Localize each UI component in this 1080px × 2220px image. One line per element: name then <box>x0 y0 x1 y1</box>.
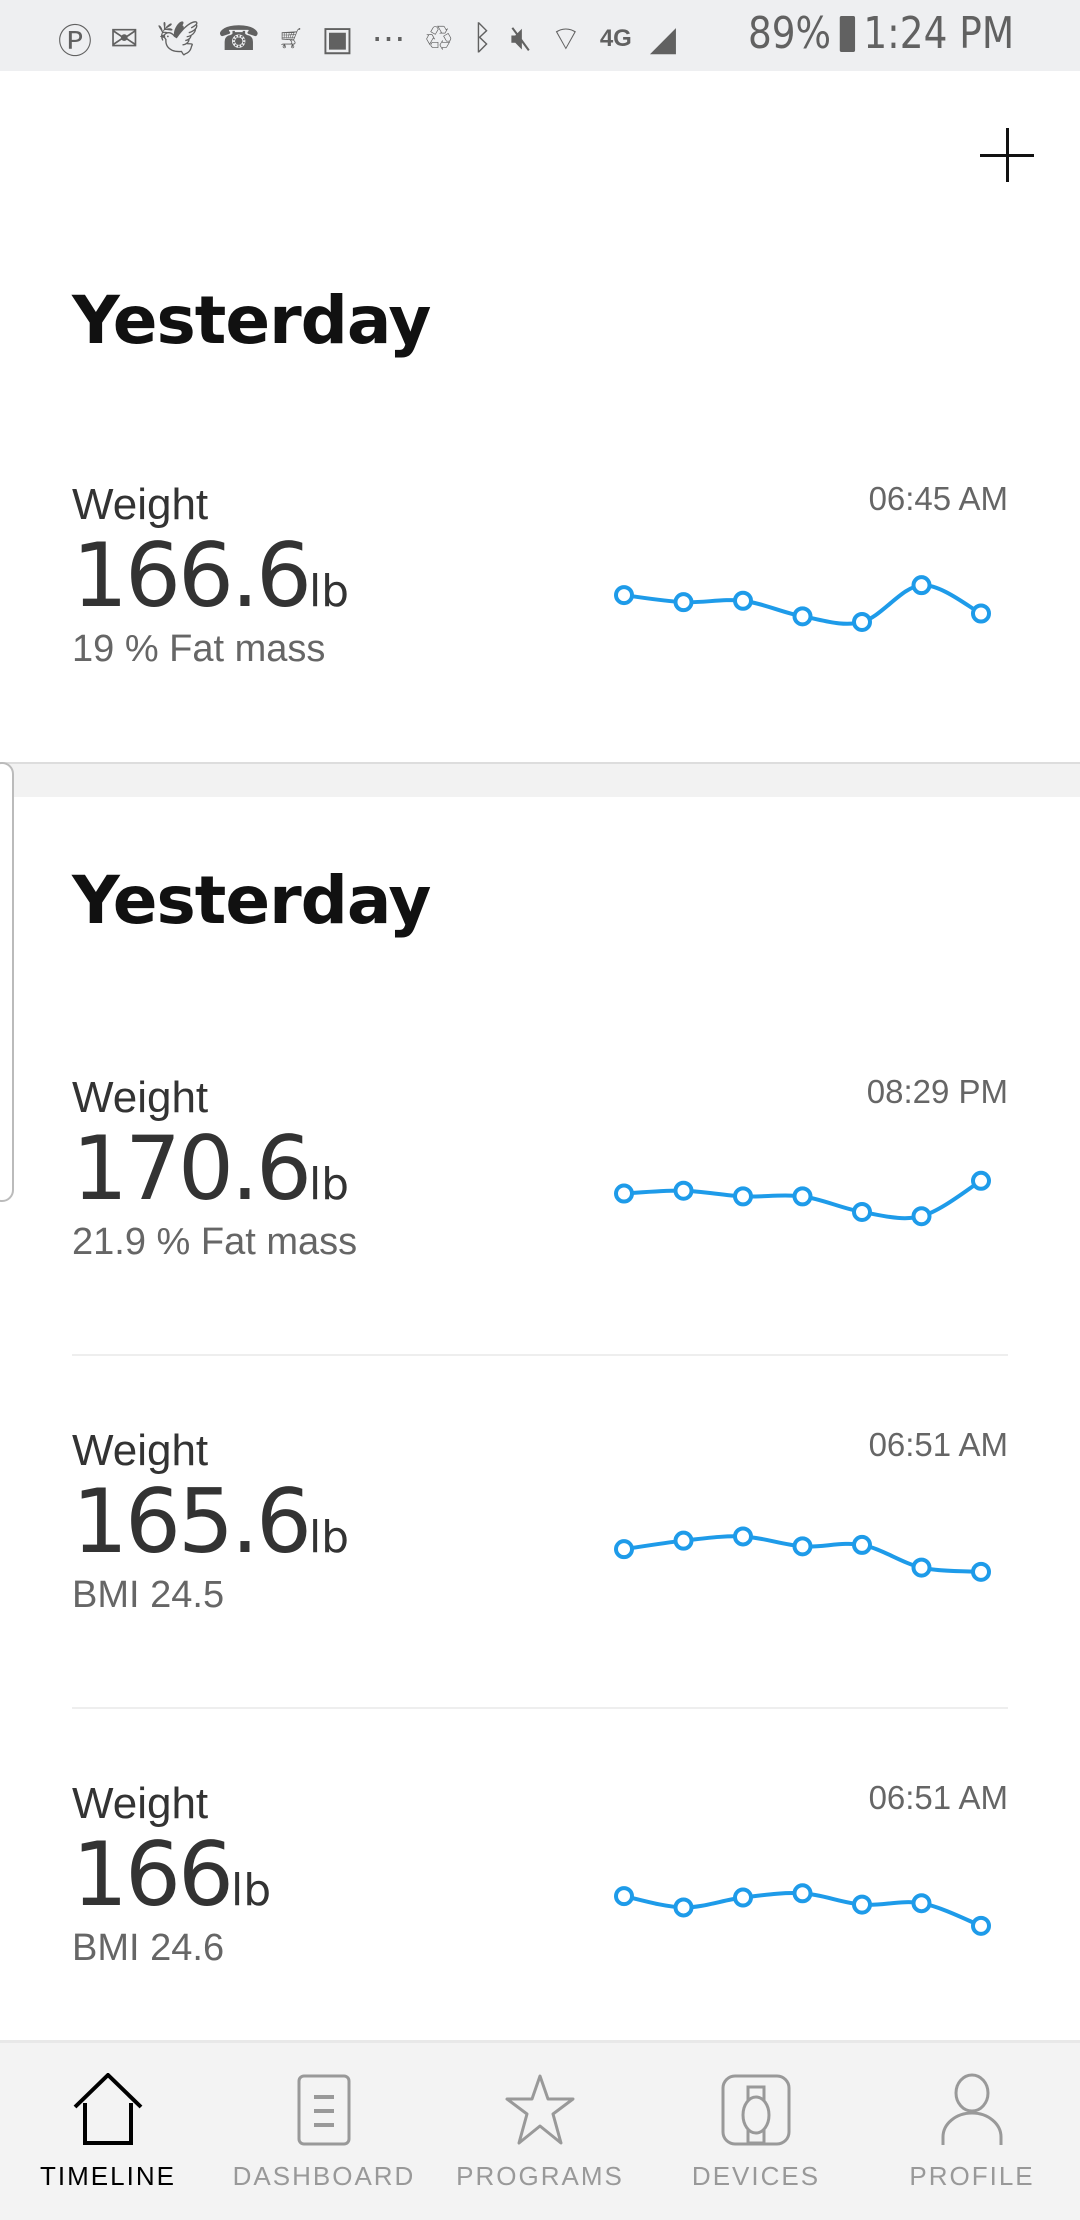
measurement-entry[interactable]: Weight 170.6lb 21.9 % Fat mass 08:29 PM <box>72 1073 1008 1273</box>
nav-profile[interactable]: PROFILE <box>864 2043 1080 2220</box>
trend-sparkline <box>614 575 991 632</box>
nav-programs[interactable]: PROGRAMS <box>432 2043 648 2220</box>
person-icon <box>941 2073 1003 2145</box>
trend-sparkline <box>614 1883 991 1936</box>
pinterest-icon: Ⓟ <box>58 23 92 61</box>
4g-lte-icon: 4G <box>599 24 632 52</box>
bottom-nav: TIMELINE DASHBOARD PROGRAMS DEVICES PROF… <box>0 2040 1080 2220</box>
more-icon: ⋯ <box>371 19 406 58</box>
measurement-time: 06:51 AM <box>868 1426 1008 1463</box>
trend-point <box>911 1893 932 1914</box>
amazon-icon: 🛒︎ <box>278 28 304 50</box>
edge-panel-handle[interactable] <box>0 762 14 1202</box>
status-bar: Ⓟ ✉ 🕊︎ ☎ 🛒︎ ▣ ⋯ ♲ ᛒ 🔇︎ ⌔ 4G ◢ 89% 1:24 P… <box>0 0 1080 71</box>
trend-point <box>971 1561 991 1582</box>
weight-unit: lb <box>230 1865 272 1916</box>
trend-point <box>614 585 634 606</box>
weight-number: 166.6 <box>72 524 312 627</box>
divider <box>72 1354 1008 1356</box>
measurement-time: 08:29 PM <box>866 1073 1008 1110</box>
measurement-value: 166lb <box>72 1823 271 1926</box>
recycle-icon: ♲ <box>423 19 455 58</box>
trend-point <box>911 1557 932 1578</box>
trend-point <box>733 1186 753 1207</box>
weight-number: 165.6 <box>72 1470 312 1573</box>
weight-number: 166 <box>72 1823 234 1926</box>
section-separator <box>0 762 1080 797</box>
signal-icon: ◢ <box>649 19 676 58</box>
weight-unit: lb <box>308 1512 350 1563</box>
divider <box>72 1707 1008 1709</box>
measurement-value: 170.6lb <box>72 1117 349 1220</box>
watch-icon <box>721 2074 791 2146</box>
measurement-label: Weight <box>72 1779 209 1828</box>
measurement-value: 165.6lb <box>72 1470 349 1573</box>
star-icon <box>505 2074 575 2145</box>
measurement-value: 166.6lb <box>72 524 349 627</box>
trend-point <box>733 590 753 611</box>
weight-number: 170.6 <box>72 1117 312 1220</box>
trend-point <box>792 1536 813 1557</box>
clock: 1:24 PM <box>863 8 1014 59</box>
trend-point <box>852 1894 872 1915</box>
measurement-entry[interactable]: Weight 165.6lb BMI 24.5 06:51 AM <box>72 1426 1008 1626</box>
measurement-detail: 21.9 % Fat mass <box>72 1221 358 1263</box>
nav-devices[interactable]: DEVICES <box>648 2043 864 2220</box>
battery-percent: 89% <box>747 8 831 59</box>
trend-point <box>614 1539 634 1560</box>
measurement-label: Weight <box>72 1426 209 1475</box>
section-title: Yesterday <box>72 862 431 939</box>
trend-point <box>971 1170 991 1191</box>
trend-point <box>971 603 991 624</box>
trend-point <box>852 1534 872 1555</box>
measurement-detail: BMI 24.6 <box>72 1927 225 1969</box>
trend-point <box>673 592 694 613</box>
trend-point <box>911 575 932 596</box>
measurement-label: Weight <box>72 1073 209 1122</box>
trend-point <box>673 1897 694 1918</box>
trend-sparkline <box>614 1526 991 1582</box>
trend-point <box>852 611 872 632</box>
measurement-time: 06:51 AM <box>868 1779 1008 1816</box>
trend-point <box>673 1530 694 1551</box>
measurement-time: 06:45 AM <box>868 480 1008 517</box>
nav-timeline[interactable]: TIMELINE <box>0 2043 216 2220</box>
nav-dashboard[interactable]: DASHBOARD <box>216 2043 432 2220</box>
weight-unit: lb <box>308 566 350 617</box>
add-measurement-button plus-icon[interactable] <box>976 124 1038 186</box>
dashboard-icon <box>297 2074 351 2146</box>
trend-point <box>792 1186 813 1207</box>
trend-point <box>733 1887 753 1908</box>
section-title: Yesterday <box>72 282 431 359</box>
trend-point <box>614 1886 634 1907</box>
trend-point <box>911 1206 932 1227</box>
trend-point <box>971 1915 991 1936</box>
weight-unit: lb <box>308 1159 350 1210</box>
gmail-icon: ✉ <box>110 19 139 58</box>
trend-point <box>792 1883 813 1904</box>
trend-point <box>733 1526 753 1547</box>
bird-icon: 🕊︎ <box>156 19 200 58</box>
measurement-detail: 19 % Fat mass <box>72 628 326 670</box>
mute-icon: 🔇︎ <box>510 19 532 57</box>
trend-sparkline <box>614 1170 991 1227</box>
bluetooth-icon: ᛒ <box>472 19 493 57</box>
wifi-icon: ⌔ <box>549 20 582 58</box>
measurement-entry[interactable]: Weight 166.6lb 19 % Fat mass 06:45 AM <box>72 480 1008 680</box>
trend-point <box>673 1180 694 1201</box>
measurement-label: Weight <box>72 480 209 529</box>
measurement-detail: BMI 24.5 <box>72 1574 225 1616</box>
battery-icon <box>839 15 855 52</box>
home-icon <box>73 2073 143 2145</box>
gallery-icon: ▣ <box>321 19 354 58</box>
missed-call-icon: ☎ <box>217 19 261 58</box>
trend-point <box>614 1183 634 1204</box>
trend-point <box>792 606 813 627</box>
trend-point <box>852 1201 872 1222</box>
measurement-entry[interactable]: Weight 166lb BMI 24.6 06:51 AM <box>72 1779 1008 1979</box>
